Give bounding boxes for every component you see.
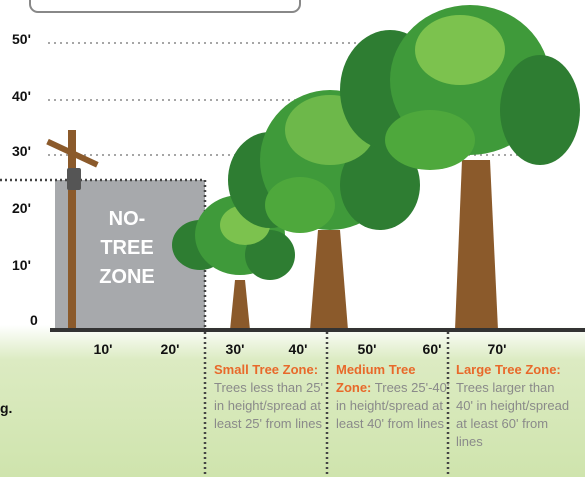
x-label: 50' [347, 341, 387, 357]
zone-text: Medium Tree Zone: Trees 25'-40' in heigh… [336, 361, 452, 433]
top-box [30, 0, 300, 12]
text-fragment: g. [0, 400, 12, 416]
zone-title: Small Tree Zone: [214, 362, 318, 377]
y-label: 50' [12, 31, 42, 47]
label-line: ZONE [82, 263, 172, 292]
zone-text: Large Tree Zone: Trees larger than 40' i… [456, 361, 572, 451]
zone-title: Large Tree Zone: [456, 362, 561, 377]
label-line: TREE [82, 234, 172, 263]
label-line: NO- [82, 205, 172, 234]
zone-description: Trees larger than 40' in height/spread a… [456, 380, 569, 449]
x-label: 20' [150, 341, 190, 357]
y-label: 10' [12, 257, 42, 273]
x-label: 40' [278, 341, 318, 357]
y-label: 30' [12, 143, 42, 159]
page: 50' 40' 30' 20' 10' 0 10' 20' 30' 40' 50… [0, 0, 585, 477]
y-label: 40' [12, 88, 42, 104]
y-label: 0 [30, 312, 60, 328]
x-label: 60' [412, 341, 452, 357]
x-label: 70' [477, 341, 517, 357]
no-tree-label: NO- TREE ZONE [82, 205, 172, 292]
x-label: 30' [215, 341, 255, 357]
y-label: 20' [12, 200, 42, 216]
zone-description: Trees less than 25' in height/spread at … [214, 380, 323, 431]
x-label: 10' [83, 341, 123, 357]
zone-text: Small Tree Zone: Trees less than 25' in … [214, 361, 330, 433]
